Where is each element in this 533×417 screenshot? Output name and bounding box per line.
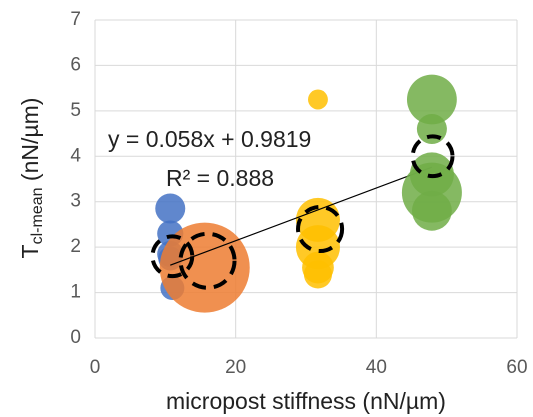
- mean-circle: [178, 231, 237, 290]
- bubble: [406, 74, 457, 125]
- x-tick-label: 20: [225, 357, 246, 378]
- y-label-sub: cl-mean: [29, 187, 46, 244]
- y-tick-label: 0: [70, 327, 81, 348]
- y-tick-label: 7: [70, 9, 81, 30]
- bubble: [303, 260, 333, 289]
- y-tick-label: 3: [70, 191, 81, 212]
- trend-equation: y = 0.058x + 0.9819: [108, 126, 311, 152]
- bubble: [416, 114, 447, 145]
- y-label-unit: (nN/µm): [17, 98, 43, 188]
- r-squared: R² = 0.888: [166, 165, 274, 191]
- x-tick-label: 40: [366, 357, 387, 378]
- mean-circle: [296, 204, 345, 254]
- y-tick-label: 4: [70, 145, 81, 166]
- x-axis-label: micropost stiffness (nN/µm): [166, 388, 446, 414]
- marks: [150, 74, 462, 313]
- x-tick-label: 60: [506, 357, 527, 378]
- y-tick-label: 5: [70, 100, 81, 121]
- x-tick-label: 0: [90, 357, 101, 378]
- mean-circle: [150, 234, 195, 279]
- y-label-main: T: [17, 244, 43, 258]
- y-tick-label: 2: [70, 236, 81, 257]
- bubble: [411, 190, 452, 231]
- y-tick-label: 1: [70, 282, 81, 303]
- mean-circle: [410, 134, 455, 179]
- bubble: [155, 193, 186, 224]
- trendline: [170, 166, 433, 266]
- bubble: [159, 222, 250, 313]
- bubble: [308, 89, 328, 110]
- y-axis-label: Tcl-mean (nN/µm): [17, 98, 46, 259]
- y-tick-label: 6: [70, 54, 81, 75]
